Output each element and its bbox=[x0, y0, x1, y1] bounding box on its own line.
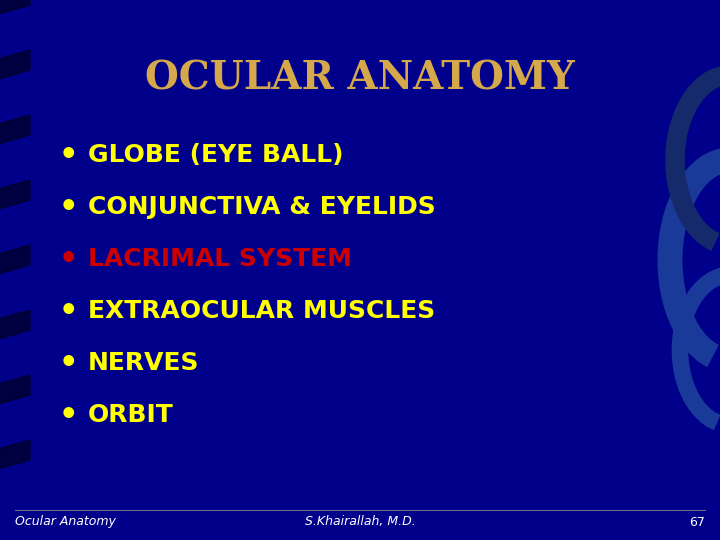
Text: •: • bbox=[58, 348, 78, 377]
Text: S.Khairallah, M.D.: S.Khairallah, M.D. bbox=[305, 516, 415, 529]
Text: NERVES: NERVES bbox=[88, 351, 199, 375]
Text: 67: 67 bbox=[689, 516, 705, 529]
Text: GLOBE (EYE BALL): GLOBE (EYE BALL) bbox=[88, 143, 343, 167]
Text: EXTRAOCULAR MUSCLES: EXTRAOCULAR MUSCLES bbox=[88, 299, 436, 323]
Polygon shape bbox=[0, 50, 30, 80]
Text: •: • bbox=[58, 401, 78, 429]
Text: Ocular Anatomy: Ocular Anatomy bbox=[15, 516, 116, 529]
Polygon shape bbox=[0, 0, 30, 15]
Polygon shape bbox=[0, 310, 30, 340]
Text: ORBIT: ORBIT bbox=[88, 403, 174, 427]
Text: •: • bbox=[58, 296, 78, 326]
Polygon shape bbox=[0, 440, 30, 470]
Polygon shape bbox=[0, 115, 30, 145]
Text: CONJUNCTIVA & EYELIDS: CONJUNCTIVA & EYELIDS bbox=[88, 195, 436, 219]
Polygon shape bbox=[0, 375, 30, 405]
Polygon shape bbox=[0, 245, 30, 275]
Text: LACRIMAL SYSTEM: LACRIMAL SYSTEM bbox=[88, 247, 352, 271]
Text: OCULAR ANATOMY: OCULAR ANATOMY bbox=[145, 60, 575, 98]
Text: •: • bbox=[58, 192, 78, 221]
Text: •: • bbox=[58, 245, 78, 273]
Polygon shape bbox=[0, 180, 30, 210]
Text: •: • bbox=[58, 140, 78, 170]
